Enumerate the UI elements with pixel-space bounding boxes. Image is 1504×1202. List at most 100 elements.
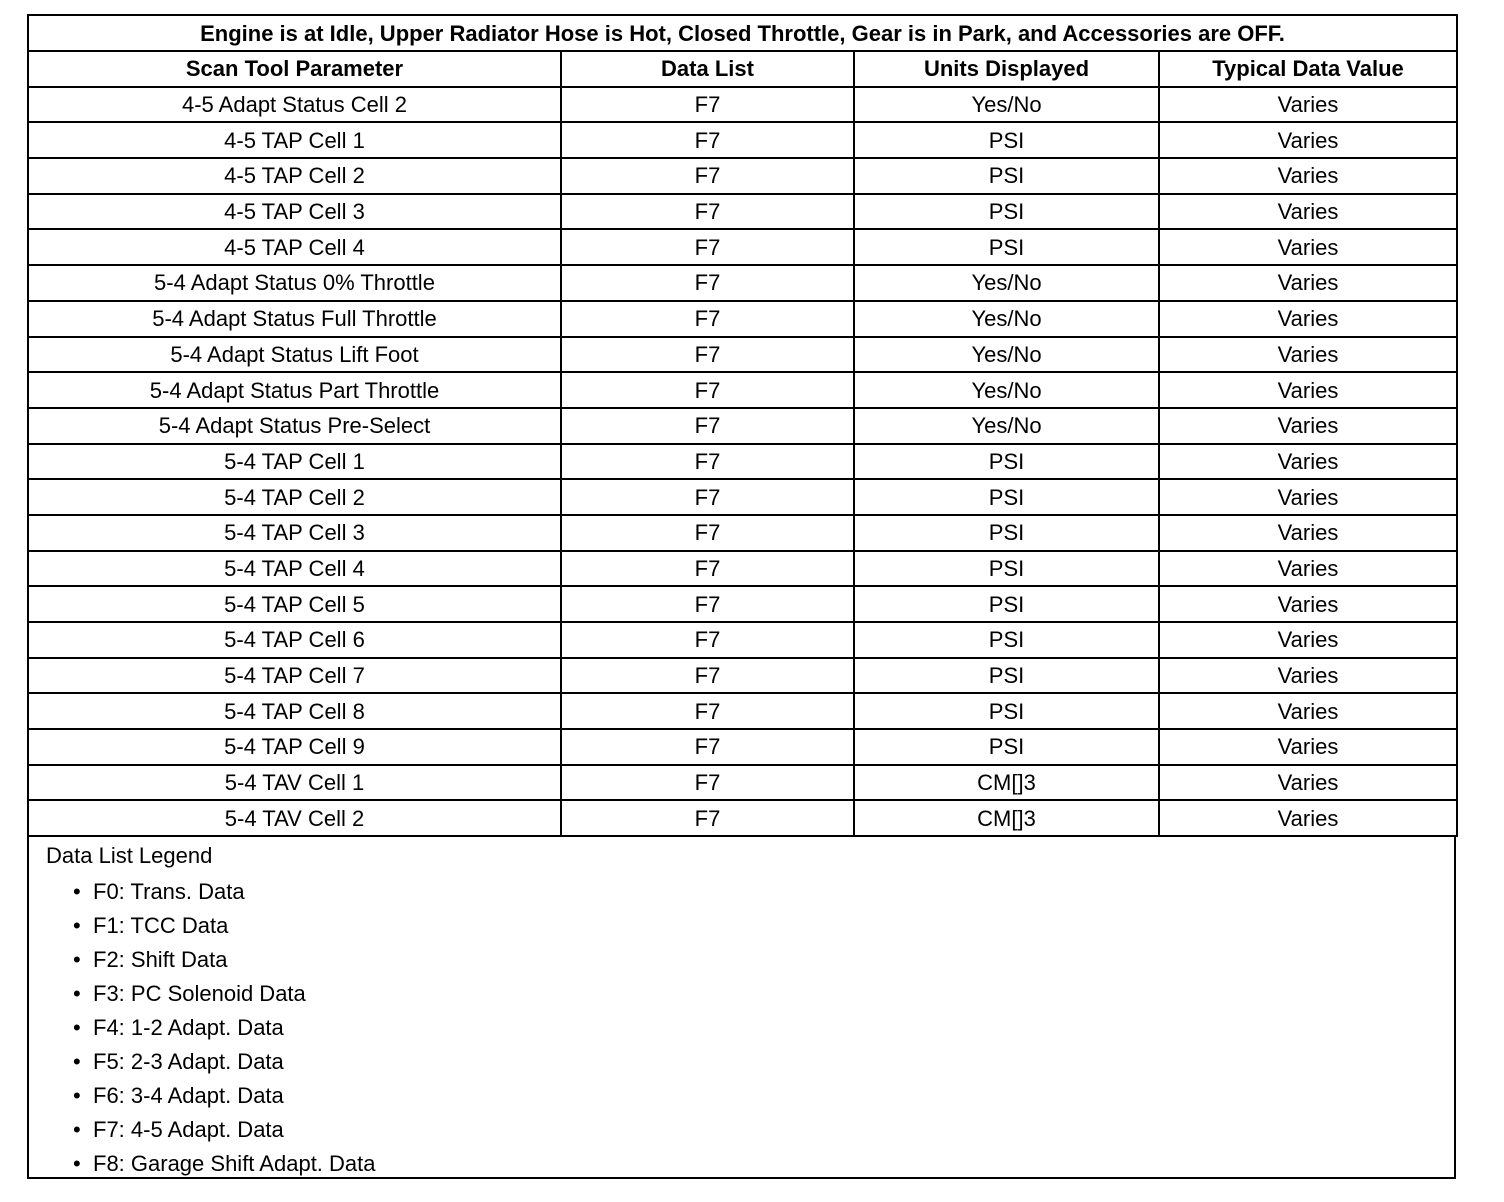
data-list-cell: F7 xyxy=(560,621,855,659)
data-list-cell: F7 xyxy=(560,406,855,445)
typical-value-cell: Varies xyxy=(1157,621,1459,659)
bullet-icon: • xyxy=(73,1117,81,1143)
column-header-data-list: Data List xyxy=(560,50,855,88)
data-list-cell: F7 xyxy=(560,121,855,160)
legend-item-text: F1: TCC Data xyxy=(93,913,229,939)
typical-value-cell: Varies xyxy=(1157,371,1459,409)
typical-value-cell: Varies xyxy=(1157,799,1459,838)
table-row: 5-4 TAV Cell 2 F7 CM[]3 Varies xyxy=(27,799,1459,838)
units-cell: Yes/No xyxy=(853,371,1160,409)
legend-item: • F7: 4-5 Adapt. Data xyxy=(73,1113,1454,1147)
typical-value-cell: Varies xyxy=(1157,85,1459,124)
typical-value-cell: Varies xyxy=(1157,585,1459,623)
parameter-cell: 5-4 Adapt Status 0% Throttle xyxy=(27,264,562,302)
typical-value-cell: Varies xyxy=(1157,264,1459,302)
table-row: 5-4 Adapt Status Part Throttle F7 Yes/No Va… xyxy=(27,371,1459,409)
parameter-cell: 5-4 TAP Cell 2 xyxy=(27,478,562,516)
data-list-cell: F7 xyxy=(560,728,855,766)
units-cell: PSI xyxy=(853,121,1160,160)
typical-value-cell: Varies xyxy=(1157,549,1459,588)
units-cell: Yes/No xyxy=(853,406,1160,445)
units-cell: PSI xyxy=(853,728,1160,766)
data-list-legend: Data List Legend • F0: Trans. Data • F1: TC… xyxy=(27,837,1456,1181)
bullet-icon: • xyxy=(73,981,81,1007)
units-cell: PSI xyxy=(853,478,1160,516)
scan-tool-data-table: Engine is at Idle, Upper Radiator Hose i… xyxy=(26,14,1459,838)
typical-value-cell: Varies xyxy=(1157,121,1459,160)
parameter-cell: 5-4 TAP Cell 5 xyxy=(27,585,562,623)
parameter-cell: 5-4 Adapt Status Part Throttle xyxy=(27,371,562,409)
data-list-cell: F7 xyxy=(560,513,855,552)
parameter-cell: 5-4 TAP Cell 7 xyxy=(27,656,562,695)
legend-item: • F2: Shift Data xyxy=(73,943,1454,977)
units-cell: PSI xyxy=(853,621,1160,659)
table-row: 5-4 TAP Cell 4 F7 PSI Varies xyxy=(27,549,1459,588)
data-list-cell: F7 xyxy=(560,85,855,124)
parameter-cell: 5-4 TAP Cell 6 xyxy=(27,621,562,659)
data-list-cell: F7 xyxy=(560,585,855,623)
units-cell: PSI xyxy=(853,656,1160,695)
typical-value-cell: Varies xyxy=(1157,692,1459,731)
table-title: Engine is at Idle, Upper Radiator Hose i… xyxy=(26,14,1459,52)
parameter-cell: 5-4 TAP Cell 4 xyxy=(27,549,562,588)
data-list-cell: F7 xyxy=(560,478,855,516)
parameter-cell: 4-5 TAP Cell 4 xyxy=(27,228,562,267)
bullet-icon: • xyxy=(73,1015,81,1041)
typical-value-cell: Varies xyxy=(1157,656,1459,695)
data-list-cell: F7 xyxy=(560,442,855,481)
legend-item-text: F5: 2-3 Adapt. Data xyxy=(93,1049,284,1075)
units-cell: Yes/No xyxy=(853,85,1160,124)
bullet-icon: • xyxy=(73,913,81,939)
column-header-units: Units Displayed xyxy=(853,50,1160,88)
units-cell: CM[]3 xyxy=(853,799,1160,838)
data-list-cell: F7 xyxy=(560,192,855,231)
legend-item-text: F4: 1-2 Adapt. Data xyxy=(93,1015,284,1041)
table-row: 4-5 TAP Cell 1 F7 PSI Varies xyxy=(27,121,1459,160)
units-cell: PSI xyxy=(853,513,1160,552)
typical-value-cell: Varies xyxy=(1157,728,1459,766)
scan-tool-data-document: Engine is at Idle, Upper Radiator Hose i… xyxy=(26,14,1459,1181)
typical-value-cell: Varies xyxy=(1157,763,1459,802)
legend-item-text: F2: Shift Data xyxy=(93,947,228,973)
data-list-cell: F7 xyxy=(560,692,855,731)
legend-list: • F0: Trans. Data • F1: TCC Data • F2: Shift … xyxy=(46,875,1454,1181)
table-row: 4-5 TAP Cell 4 F7 PSI Varies xyxy=(27,228,1459,267)
units-cell: PSI xyxy=(853,192,1160,231)
legend-item-text: F8: Garage Shift Adapt. Data xyxy=(93,1151,376,1177)
legend-item-text: F0: Trans. Data xyxy=(93,879,245,905)
table-row: 5-4 Adapt Status 0% Throttle F7 Yes/No Vari… xyxy=(27,264,1459,302)
typical-value-cell: Varies xyxy=(1157,299,1459,338)
legend-item: • F1: TCC Data xyxy=(73,909,1454,943)
parameter-cell: 4-5 TAP Cell 3 xyxy=(27,192,562,231)
units-cell: PSI xyxy=(853,228,1160,267)
legend-item: • F3: PC Solenoid Data xyxy=(73,977,1454,1011)
table-row: 5-4 Adapt Status Full Throttle F7 Yes/No Va… xyxy=(27,299,1459,338)
data-list-cell: F7 xyxy=(560,264,855,302)
parameter-cell: 5-4 Adapt Status Full Throttle xyxy=(27,299,562,338)
legend-item: • F6: 3-4 Adapt. Data xyxy=(73,1079,1454,1113)
bullet-icon: • xyxy=(73,1151,81,1177)
legend-item: • F0: Trans. Data xyxy=(73,875,1454,909)
typical-value-cell: Varies xyxy=(1157,157,1459,195)
table-row: 5-4 TAP Cell 6 F7 PSI Varies xyxy=(27,621,1459,659)
typical-value-cell: Varies xyxy=(1157,228,1459,267)
table-row: 5-4 TAP Cell 3 F7 PSI Varies xyxy=(27,513,1459,552)
units-cell: PSI xyxy=(853,692,1160,731)
typical-value-cell: Varies xyxy=(1157,478,1459,516)
table-row: 5-4 TAP Cell 5 F7 PSI Varies xyxy=(27,585,1459,623)
table-row: 4-5 Adapt Status Cell 2 F7 Yes/No Varies xyxy=(27,85,1459,124)
typical-value-cell: Varies xyxy=(1157,406,1459,445)
legend-title: Data List Legend xyxy=(46,843,213,869)
units-cell: CM[]3 xyxy=(853,763,1160,802)
bullet-icon: • xyxy=(73,1083,81,1109)
data-list-cell: F7 xyxy=(560,299,855,338)
parameter-cell: 4-5 TAP Cell 1 xyxy=(27,121,562,160)
legend-item: • F5: 2-3 Adapt. Data xyxy=(73,1045,1454,1079)
data-list-cell: F7 xyxy=(560,157,855,195)
units-cell: Yes/No xyxy=(853,335,1160,374)
data-list-cell: F7 xyxy=(560,799,855,838)
units-cell: PSI xyxy=(853,442,1160,481)
units-cell: PSI xyxy=(853,157,1160,195)
legend-item: • F8: Garage Shift Adapt. Data xyxy=(73,1147,1454,1181)
table-row: 4-5 TAP Cell 3 F7 PSI Varies xyxy=(27,192,1459,231)
